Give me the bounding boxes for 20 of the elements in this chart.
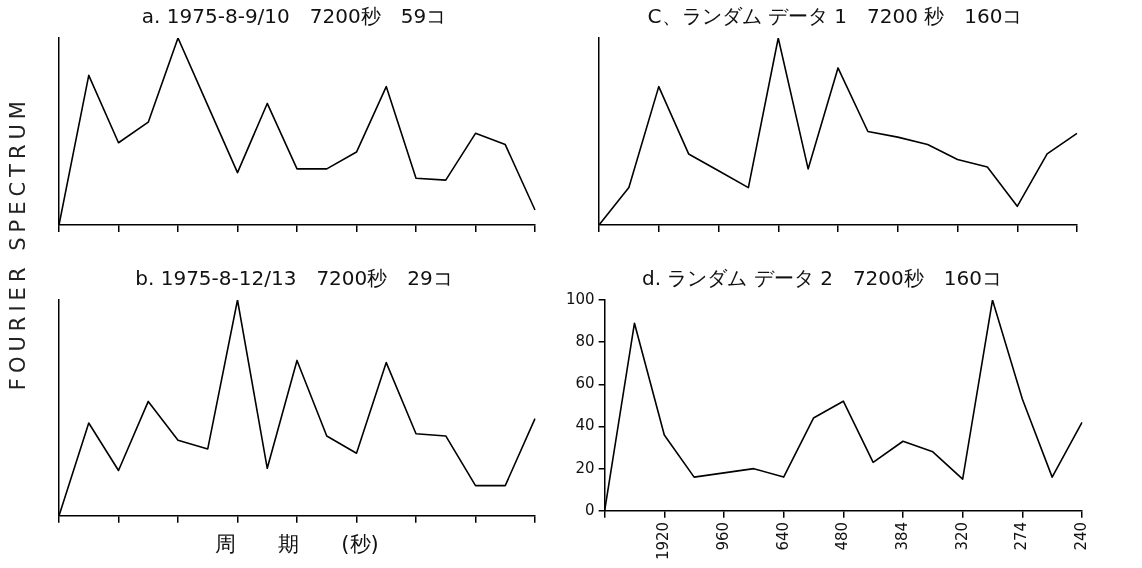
chart-title: a. 1975-8-9/10 7200秒 59コ [141,4,447,29]
x-tick-label: 240 [1071,521,1090,551]
y-axis-title: FOURIER SPECTRUM [6,96,30,391]
y-tick-label: 40 [575,416,595,435]
x-tick-label: 480 [833,521,852,551]
y-tick-label: 80 [575,332,595,351]
x-tick-label: 274 [1012,521,1031,551]
x-tick-label: 960 [713,521,732,551]
x-axis-title: 周 期 (秒) [215,531,379,556]
x-tick-label: 1920 [654,521,673,561]
y-tick-label: 60 [575,374,595,393]
x-tick-label: 320 [952,521,971,551]
y-tick-label: 20 [575,458,595,477]
chart-title: C、ランダム データ 1 7200 秒 160コ [647,4,1023,29]
y-tick-label: 0 [585,500,595,519]
x-tick-label: 640 [773,521,792,551]
chart-title: d. ランダム データ 2 7200秒 160コ [642,266,1002,291]
chart-title: b. 1975-8-12/13 7200秒 29コ [135,266,453,291]
y-tick-label: 100 [565,289,595,308]
x-tick-label: 384 [892,521,911,551]
